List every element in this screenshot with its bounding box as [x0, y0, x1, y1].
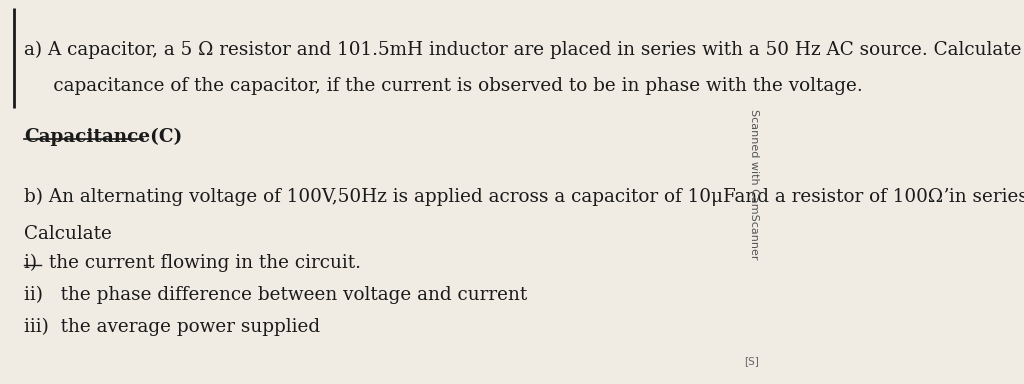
Text: a) A capacitor, a 5 Ω resistor and 101.5mH inductor are placed in series with a : a) A capacitor, a 5 Ω resistor and 101.5… — [25, 40, 1024, 59]
Text: Scanned with CamScanner: Scanned with CamScanner — [750, 109, 759, 260]
Text: capacitance of the capacitor, if the current is observed to be in phase with the: capacitance of the capacitor, if the cur… — [25, 77, 863, 95]
Text: iii)  the average power supplied: iii) the average power supplied — [25, 318, 321, 336]
Text: [S]: [S] — [743, 356, 759, 366]
Text: Capacitance(C): Capacitance(C) — [25, 127, 182, 146]
Text: Calculate: Calculate — [25, 225, 113, 243]
Text: ii)   the phase difference between voltage and current: ii) the phase difference between voltage… — [25, 286, 527, 305]
Text: i)  the current flowing in the circuit.: i) the current flowing in the circuit. — [25, 254, 361, 273]
Text: b) An alternating voltage of 100V,50Hz is applied across a capacitor of 10μFand : b) An alternating voltage of 100V,50Hz i… — [25, 188, 1024, 207]
